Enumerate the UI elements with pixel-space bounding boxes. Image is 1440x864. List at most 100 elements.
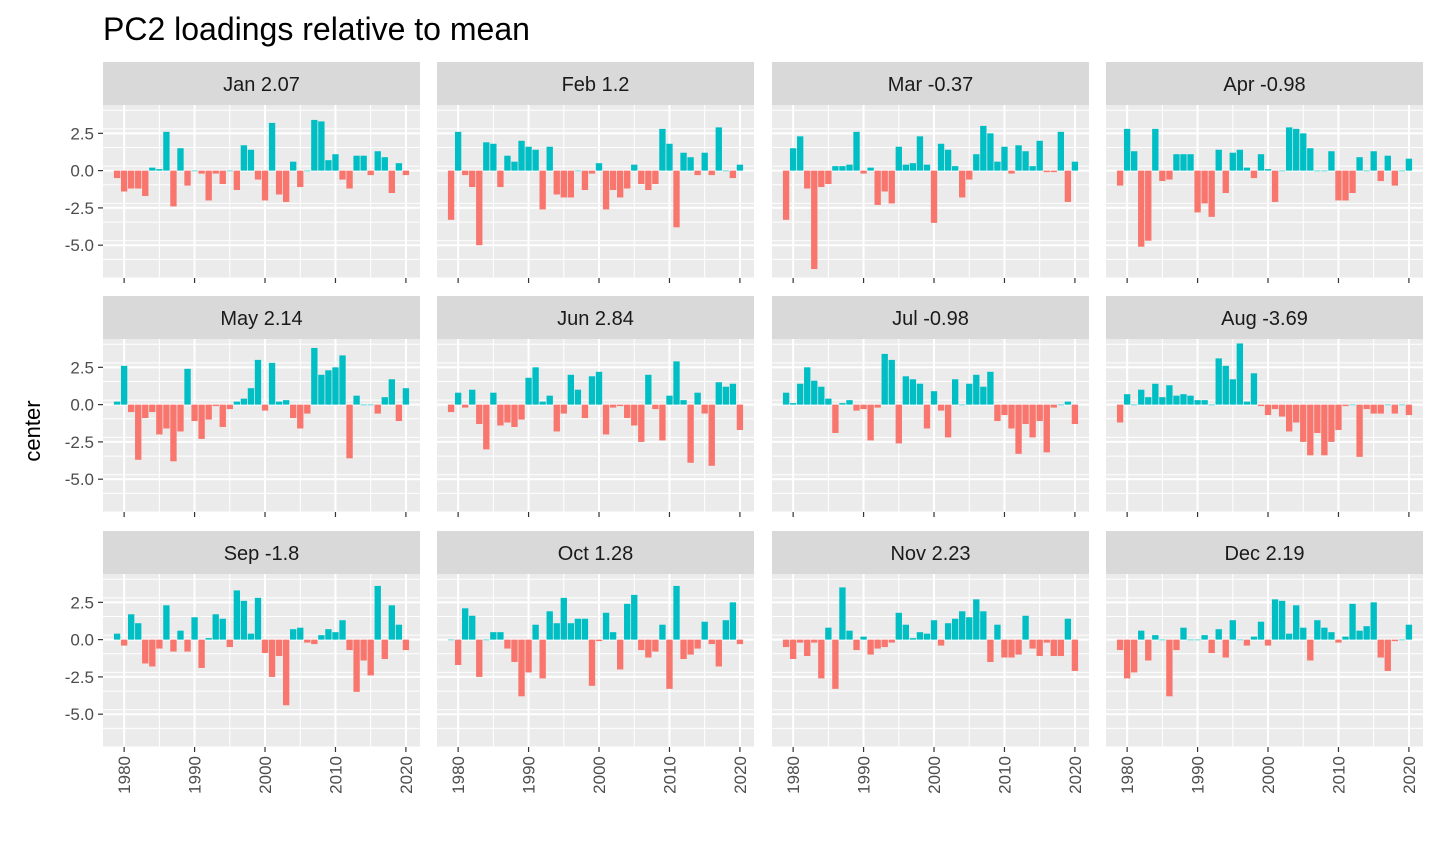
bar — [1194, 400, 1201, 405]
bar — [595, 639, 603, 642]
bar — [680, 639, 687, 660]
bar — [811, 170, 818, 270]
bar — [226, 639, 233, 648]
x-tick-label: 1980 — [115, 756, 134, 794]
facet-strip — [1106, 62, 1423, 105]
bar — [574, 389, 582, 405]
bar — [687, 639, 694, 655]
panel-background — [772, 105, 1089, 278]
bar — [1321, 404, 1328, 456]
bar — [1293, 128, 1300, 171]
bar — [666, 395, 673, 405]
facet-label: Mar -0.37 — [888, 74, 974, 96]
bar — [1243, 639, 1251, 646]
facet-strip — [103, 296, 420, 339]
bar — [1328, 151, 1335, 171]
bar — [1264, 639, 1272, 646]
bar — [1405, 624, 1413, 640]
bar — [1356, 404, 1363, 457]
bar — [1057, 404, 1064, 406]
bar — [1229, 620, 1236, 640]
bar — [290, 629, 297, 640]
bar — [1314, 170, 1321, 172]
bar — [282, 639, 290, 706]
facet-panels: Jan 2.07 2.5 0.0 -2.5 -5.0 Feb 1.2 Mar -0.37 Ap… — [65, 62, 1423, 794]
bar — [930, 170, 938, 223]
bar — [930, 391, 938, 405]
bar — [553, 404, 560, 432]
bar — [1250, 373, 1258, 405]
bar — [311, 347, 318, 405]
bar — [511, 404, 518, 427]
bar — [297, 404, 304, 429]
panel-background — [1106, 574, 1423, 747]
bar — [142, 639, 149, 664]
facet-panel: Aug -3.69 — [1106, 296, 1423, 517]
bar — [268, 362, 276, 405]
y-tick-label: -2.5 — [65, 433, 94, 452]
bar — [881, 353, 888, 405]
bar — [1278, 600, 1286, 640]
bar — [311, 119, 318, 171]
bar — [994, 404, 1001, 422]
bar — [261, 639, 269, 654]
bar — [142, 404, 149, 419]
bar — [518, 140, 525, 171]
bar — [602, 170, 610, 210]
bar — [631, 164, 638, 171]
bar — [447, 639, 455, 641]
bar — [902, 624, 910, 640]
bar — [944, 149, 952, 171]
x-tick-label: 2020 — [1400, 756, 1419, 794]
bar — [818, 386, 825, 405]
bar — [895, 612, 902, 640]
bar — [1236, 639, 1244, 641]
bar — [219, 170, 226, 185]
bar — [497, 170, 504, 188]
bar — [839, 587, 846, 640]
bar — [722, 386, 729, 405]
bar — [1328, 632, 1335, 640]
bar — [715, 127, 722, 171]
bar — [853, 131, 860, 171]
facet-panel: Apr -0.98 — [1106, 62, 1423, 283]
bar — [966, 617, 973, 640]
bar — [874, 639, 881, 649]
bar — [233, 170, 241, 191]
bar — [1152, 128, 1159, 171]
bar — [1015, 404, 1022, 454]
bar — [388, 605, 395, 640]
facet-panel: Nov 2.23 1980 1990 2000 2010 2020 — [772, 531, 1089, 794]
bar — [638, 639, 645, 651]
bar — [1391, 639, 1398, 642]
bar — [1145, 397, 1152, 405]
bar — [959, 611, 966, 640]
bar — [128, 170, 135, 189]
bar — [567, 623, 575, 640]
bar — [184, 639, 191, 652]
bar — [1363, 170, 1370, 172]
bar — [525, 146, 532, 171]
bar — [1356, 157, 1363, 171]
bar — [1116, 170, 1124, 186]
bar — [574, 618, 582, 640]
x-tick-label: 2000 — [256, 756, 275, 794]
bar — [113, 170, 121, 179]
bar — [701, 621, 708, 640]
bar — [1363, 626, 1370, 640]
facet-label: Dec 2.19 — [1224, 543, 1304, 565]
bar — [860, 636, 867, 640]
bar — [729, 383, 737, 405]
bar — [240, 145, 248, 171]
bar — [631, 404, 638, 426]
bar — [616, 404, 624, 407]
x-tick-label: 2010 — [660, 756, 679, 794]
bar — [1022, 404, 1029, 425]
bar — [469, 389, 476, 405]
bar — [402, 388, 410, 405]
bar — [395, 624, 403, 640]
bar — [1138, 630, 1145, 640]
bar — [318, 635, 325, 640]
bar — [346, 170, 353, 189]
bar — [595, 163, 603, 171]
